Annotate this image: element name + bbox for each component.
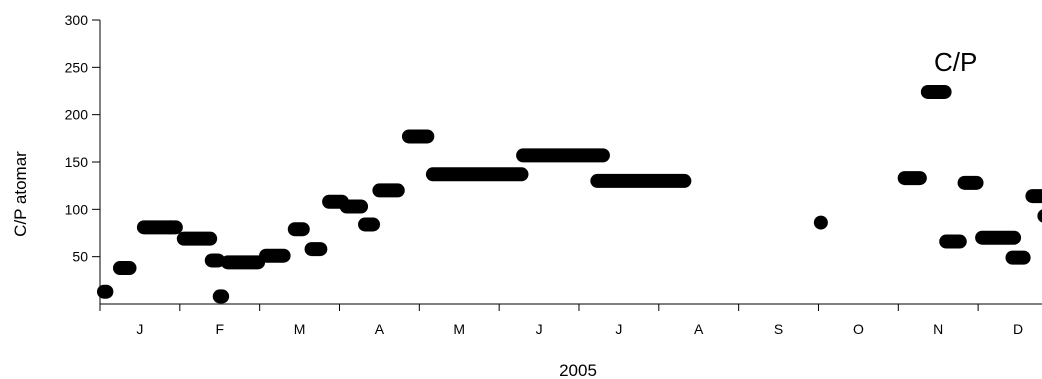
x-tick-label: F	[215, 321, 224, 337]
x-tick-label: M	[294, 321, 306, 337]
x-tick-label: J	[536, 321, 543, 337]
x-tick-label: J	[615, 321, 622, 337]
y-tick-label: 50	[72, 249, 88, 265]
x-tick-label: M	[453, 321, 465, 337]
x-tick-label: A	[375, 321, 385, 337]
y-tick-label: 200	[65, 107, 89, 123]
y-tick-label: 100	[65, 201, 89, 217]
chart-annotation: C/P	[934, 47, 977, 77]
x-tick-label: O	[853, 321, 864, 337]
x-tick-label: N	[933, 321, 943, 337]
x-tick-label: S	[774, 321, 783, 337]
x-tick-label: A	[694, 321, 704, 337]
axes: 50 100 150 200 250 300 J F M A M J J A S O N D	[65, 12, 1042, 337]
x-axis-label: 2005	[559, 361, 597, 379]
data-marks	[96, 84, 1042, 304]
y-tick-label: 300	[65, 12, 89, 28]
y-tick-label: 250	[65, 59, 89, 75]
y-axis-label: C/P atomar	[11, 151, 30, 237]
y-tick-label: 150	[65, 154, 89, 170]
x-tick-label: D	[1013, 321, 1023, 337]
x-tick-label: J	[136, 321, 143, 337]
